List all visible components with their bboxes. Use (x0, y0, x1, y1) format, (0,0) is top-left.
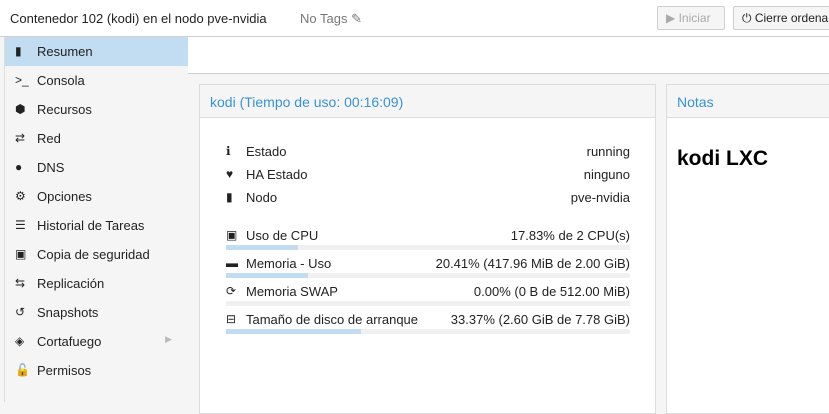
sidebar-item-label: Cortafuego (37, 334, 102, 349)
info-row: ♥ HA Estado ninguno (226, 167, 630, 182)
info-icon: ℹ (226, 144, 231, 158)
usage-progress-fill (226, 245, 299, 250)
info-label: Estado (246, 144, 287, 159)
sidebar-item-label: Opciones (37, 189, 92, 204)
sidebar-item-label: Snapshots (37, 305, 99, 320)
usage-row: ⊟ Tamaño de disco de arranque 33.37% (2.60… (226, 312, 630, 327)
sidebar-item-label: Historial de Tareas (37, 218, 145, 233)
play-icon: ▶ (666, 11, 676, 25)
terminal-icon: >_ (15, 73, 29, 87)
info-row: ▮ Nodo pve-nvidia (226, 190, 630, 205)
notes-content: kodi LXC (677, 147, 769, 170)
shield-icon: ◈ (15, 334, 25, 348)
notes-panel: Notas kodi LXC (666, 84, 829, 414)
page-title: Contenedor 102 (kodi) en el nodo pve-nvi… (10, 11, 267, 26)
usage-progress-bar (226, 301, 630, 306)
sidebar-item-historial-de-tareas[interactable]: ☰ Historial de Tareas (5, 211, 188, 240)
sidebar-item-resumen[interactable]: ▮ Resumen (5, 37, 188, 66)
refresh-icon: ⟳ (226, 284, 237, 298)
sidebar-item-label: Consola (37, 73, 85, 88)
sidebar-item-label: Resumen (37, 44, 93, 59)
sidebar-item-red[interactable]: ⇄ Red (5, 124, 188, 153)
status-panel-title: kodi (Tiempo de uso: 00:16:09) (200, 85, 655, 118)
sidebar-item-copia-de-seguridad[interactable]: ▣ Copia de seguridad (5, 240, 188, 269)
hdd-icon: ⊟ (226, 312, 237, 326)
start-button[interactable]: ▶ Iniciar (657, 6, 725, 30)
content-toolbar (188, 37, 829, 74)
sidebar-item-opciones[interactable]: ⚙ Opciones (5, 182, 188, 211)
history-icon: ↺ (15, 305, 26, 319)
sidebar-item-snapshots[interactable]: ↺ Snapshots (5, 298, 188, 327)
resource-tree-edge (0, 37, 5, 402)
info-value: pve-nvidia (570, 190, 630, 205)
usage-progress-fill (226, 329, 361, 334)
usage-value: 0.00% (0 B de 512.00 MiB) (473, 284, 630, 299)
usage-progress-fill (226, 273, 309, 278)
heartbeat-icon: ♥ (226, 167, 234, 181)
book-icon: ▮ (15, 44, 22, 58)
globe-icon: ● (15, 160, 23, 174)
usage-value: 33.37% (2.60 GiB de 7.78 GiB) (450, 312, 630, 327)
notes-title: Notas (667, 85, 829, 118)
list-icon: ☰ (15, 218, 26, 232)
info-row: ℹ Estado running (226, 144, 630, 159)
sidebar: ▮ Resumen >_ Consola ⬢ Recursos ⇄ Red ● DNS ⚙ Opcio… (5, 37, 188, 402)
usage-row: ▬ Memoria - Uso 20.41% (417.96 MiB de 2.00… (226, 256, 630, 271)
pencil-icon: ✎ (351, 11, 362, 26)
sidebar-item-label: DNS (37, 160, 65, 175)
usage-value: 20.41% (417.96 MiB de 2.00 GiB) (435, 256, 630, 271)
usage-value: 17.83% de 2 CPU(s) (510, 228, 630, 243)
usage-progress-bar (226, 245, 630, 250)
exchange-icon: ⇄ (15, 131, 26, 145)
usage-progress-bar (226, 273, 630, 278)
server-icon: ▮ (226, 190, 233, 204)
status-panel: kodi (Tiempo de uso: 00:16:09) ℹ Estado ru… (199, 84, 656, 414)
sidebar-item-label: Copia de seguridad (37, 247, 150, 262)
sidebar-item-label: Red (37, 131, 61, 146)
usage-label: Memoria - Uso (246, 256, 332, 271)
info-value: running (586, 144, 630, 159)
tags-edit[interactable]: No Tags ✎ (300, 11, 362, 27)
info-value: ninguno (583, 167, 630, 182)
top-bar: Contenedor 102 (kodi) en el nodo pve-nvi… (0, 0, 829, 37)
usage-row: ⟳ Memoria SWAP 0.00% (0 B de 512.00 MiB) (226, 284, 630, 299)
sidebar-item-label: Recursos (37, 102, 92, 117)
start-label: Iniciar (678, 11, 711, 25)
usage-label: Uso de CPU (246, 228, 319, 243)
cpu-icon: ▣ (226, 228, 238, 242)
sidebar-item-permisos[interactable]: 🔓 Permisos (5, 356, 188, 385)
cube-icon: ⬢ (15, 102, 26, 116)
gear-icon: ⚙ (15, 189, 26, 203)
sidebar-item-cortafuego[interactable]: ◈ Cortafuego ▶ (5, 327, 188, 356)
retweet-icon: ⇆ (15, 276, 26, 290)
shutdown-button[interactable]: ⏻ Cierre ordena (733, 6, 829, 30)
unlock-icon: 🔓 (15, 363, 30, 377)
power-icon: ⏻ (742, 11, 752, 25)
usage-label: Tamaño de disco de arranque (246, 312, 419, 327)
info-label: HA Estado (246, 167, 308, 182)
sidebar-item-recursos[interactable]: ⬢ Recursos (5, 95, 188, 124)
sidebar-item-label: Replicación (37, 276, 105, 291)
shutdown-label: Cierre ordena (754, 11, 829, 25)
floppy-icon: ▣ (15, 247, 27, 261)
sidebar-item-consola[interactable]: >_ Consola (5, 66, 188, 95)
info-label: Nodo (246, 190, 278, 205)
usage-progress-bar (226, 329, 630, 334)
expand-arrow-icon[interactable]: ▶ (165, 334, 172, 344)
usage-label: Memoria SWAP (246, 284, 338, 299)
sidebar-item-label: Permisos (37, 363, 92, 378)
sidebar-item-replicaci-n[interactable]: ⇆ Replicación (5, 269, 188, 298)
memory-icon: ▬ (226, 256, 238, 270)
tags-label: No Tags (300, 11, 348, 26)
usage-row: ▣ Uso de CPU 17.83% de 2 CPU(s) (226, 228, 630, 243)
sidebar-item-dns[interactable]: ● DNS (5, 153, 188, 182)
